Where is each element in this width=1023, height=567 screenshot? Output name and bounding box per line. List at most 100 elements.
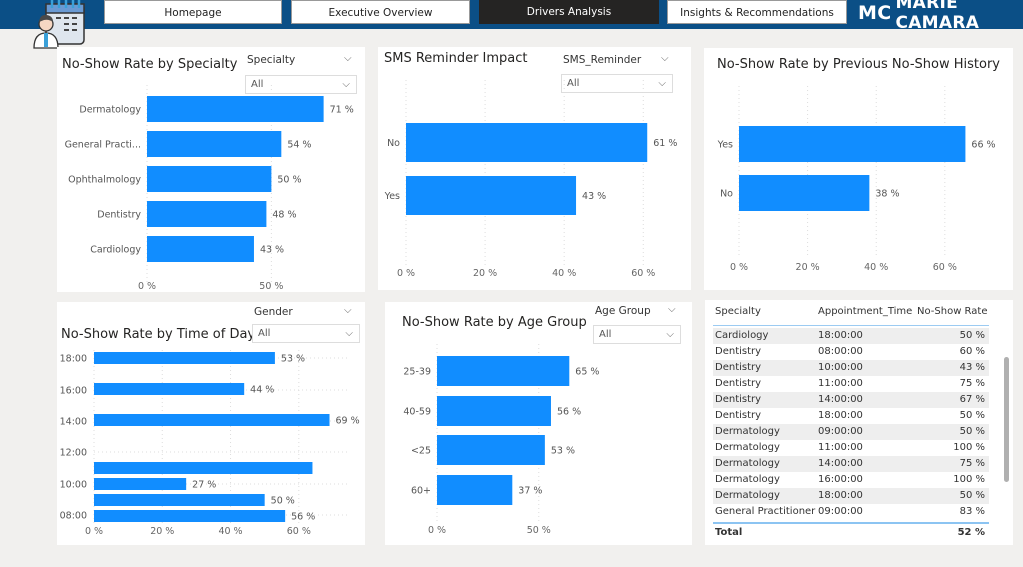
bar[interactable] (147, 201, 267, 227)
table-row[interactable]: Dentistry 10:00:00 43 % (713, 360, 989, 376)
category-label: General Practi... (65, 140, 141, 151)
data-label: 48 % (272, 210, 296, 221)
x-tick-label: 60 % (631, 268, 655, 279)
cell-appointment-time: 11:00:00 (818, 442, 863, 453)
data-label: 65 % (575, 367, 599, 378)
cell-specialty: Dermatology (715, 458, 780, 469)
nav-insights-button[interactable]: Insights & Recommendations (667, 0, 847, 24)
chevron-down-icon[interactable]: ⌵ (344, 305, 352, 316)
x-tick-label: 20 % (473, 268, 497, 279)
table-row[interactable]: Dermatology 09:00:00 50 % (713, 424, 989, 440)
column-header-no-show-rate[interactable]: No-Show Rate (917, 306, 988, 317)
bar[interactable] (147, 236, 254, 262)
bar[interactable] (437, 396, 551, 426)
category-label: 60+ (411, 486, 431, 497)
total-row: Total 52 % (713, 525, 989, 541)
cell-no-show-rate: 67 % (959, 394, 985, 405)
data-label: 44 % (250, 385, 274, 396)
table-row[interactable]: Dentistry 08:00:00 60 % (713, 344, 989, 360)
category-label: 18:00 (60, 354, 87, 365)
bar[interactable] (437, 356, 570, 386)
slicer-value: All (258, 328, 271, 339)
bar[interactable] (94, 462, 313, 474)
cell-specialty: Dermatology (715, 426, 780, 437)
sms-slicer-label: SMS_Reminder (563, 54, 642, 66)
bar[interactable] (94, 494, 265, 506)
category-label: 12:00 (60, 448, 87, 459)
table-row[interactable]: Dentistry 11:00:00 75 % (713, 376, 989, 392)
total-divider (713, 522, 989, 524)
x-tick-label: 0 % (428, 525, 446, 536)
chart-title: No-Show Rate by Age Group (402, 315, 587, 330)
cell-appointment-time: 18:00:00 (818, 490, 863, 501)
cell-no-show-rate: 60 % (959, 346, 985, 357)
nav-homepage-button[interactable]: Homepage (104, 0, 282, 24)
cell-no-show-rate: 75 % (959, 378, 985, 389)
bar[interactable] (437, 475, 513, 505)
data-label: 54 % (287, 140, 311, 151)
data-label: 61 % (653, 138, 677, 149)
table-row[interactable]: Dermatology 18:00:00 50 % (713, 488, 989, 504)
data-label: 43 % (582, 191, 606, 202)
gender-slicer-dropdown[interactable]: All ⌵ (252, 324, 360, 343)
x-tick-label: 0 % (397, 268, 415, 279)
bar[interactable] (437, 435, 545, 465)
bar[interactable] (406, 176, 577, 215)
cell-appointment-time: 14:00:00 (818, 458, 863, 469)
table-row[interactable]: Dentistry 18:00:00 50 % (713, 408, 989, 424)
sms-bar-chart: 0 % 20 % 40 % 60 % No 61 % Yes 43 % (384, 80, 677, 279)
age-slicer-label: Age Group (595, 305, 651, 317)
bar[interactable] (94, 414, 330, 426)
data-label: 56 % (291, 512, 315, 523)
table-row[interactable]: Dentistry 14:00:00 67 % (713, 392, 989, 408)
brand-mark: MC (858, 2, 892, 24)
age-chart-card: No-Show Rate by Age Group Age Group ⌵ Al… (385, 302, 692, 545)
bar[interactable] (94, 478, 187, 490)
table-scrollbar[interactable] (1004, 357, 1009, 482)
slicer-value: All (567, 78, 580, 89)
x-tick-label: 20 % (150, 526, 174, 537)
chevron-down-icon[interactable]: ⌵ (344, 53, 352, 64)
age-slicer-dropdown[interactable]: All ⌵ (593, 325, 681, 344)
table-row[interactable]: Dermatology 16:00:00 100 % (713, 472, 989, 488)
column-header-specialty[interactable]: Specialty (715, 306, 761, 317)
chevron-down-icon: ⌵ (658, 78, 666, 89)
bar[interactable] (94, 510, 286, 522)
column-header-appointment-time[interactable]: Appointment_Time (818, 306, 913, 317)
table-row[interactable]: Dermatology 14:00:00 75 % (713, 456, 989, 472)
data-label: 50 % (277, 175, 301, 186)
specialty-bar-chart: 0 % 50 % Dermatology 71 % General Practi... 5… (65, 85, 354, 292)
table-row[interactable]: Dermatology 11:00:00 100 % (713, 440, 989, 456)
chart-title: No-Show Rate by Previous No-Show History (717, 57, 1000, 72)
cell-appointment-time: 16:00:00 (818, 474, 863, 485)
bar[interactable] (94, 383, 245, 395)
cell-no-show-rate: 50 % (959, 410, 985, 421)
total-value: 52 % (957, 527, 985, 538)
brand-name: MARIE CAMARA (895, 0, 980, 33)
table-row[interactable]: General Practitioner 09:00:00 83 % (713, 504, 989, 520)
bar[interactable] (739, 126, 966, 162)
bar[interactable] (739, 175, 870, 211)
chevron-down-icon[interactable]: ⌵ (668, 304, 676, 315)
data-label: 50 % (271, 496, 295, 507)
specialty-slicer-dropdown[interactable]: All ⌵ (245, 75, 357, 94)
cell-specialty: Dentistry (715, 346, 762, 357)
nav-executive-overview-button[interactable]: Executive Overview (291, 0, 470, 24)
bar[interactable] (147, 96, 324, 122)
table-row[interactable]: Cardiology 18:00:00 50 % (713, 328, 989, 344)
cell-specialty: Dentistry (715, 394, 762, 405)
x-tick-label: 0 % (85, 526, 103, 537)
category-label: Dentistry (97, 210, 141, 221)
cell-no-show-rate: 100 % (953, 442, 985, 453)
sms-slicer-dropdown[interactable]: All ⌵ (561, 74, 673, 93)
chevron-down-icon[interactable]: ⌵ (661, 53, 669, 64)
data-label: 53 % (281, 354, 305, 365)
cell-no-show-rate: 100 % (953, 474, 985, 485)
bar[interactable] (406, 123, 648, 162)
bar[interactable] (94, 352, 275, 364)
x-tick-label: 60 % (933, 262, 957, 273)
bar[interactable] (147, 166, 272, 192)
bar[interactable] (147, 131, 282, 157)
nav-drivers-analysis-button[interactable]: Drivers Analysis (479, 0, 659, 24)
cell-specialty: Dentistry (715, 362, 762, 373)
